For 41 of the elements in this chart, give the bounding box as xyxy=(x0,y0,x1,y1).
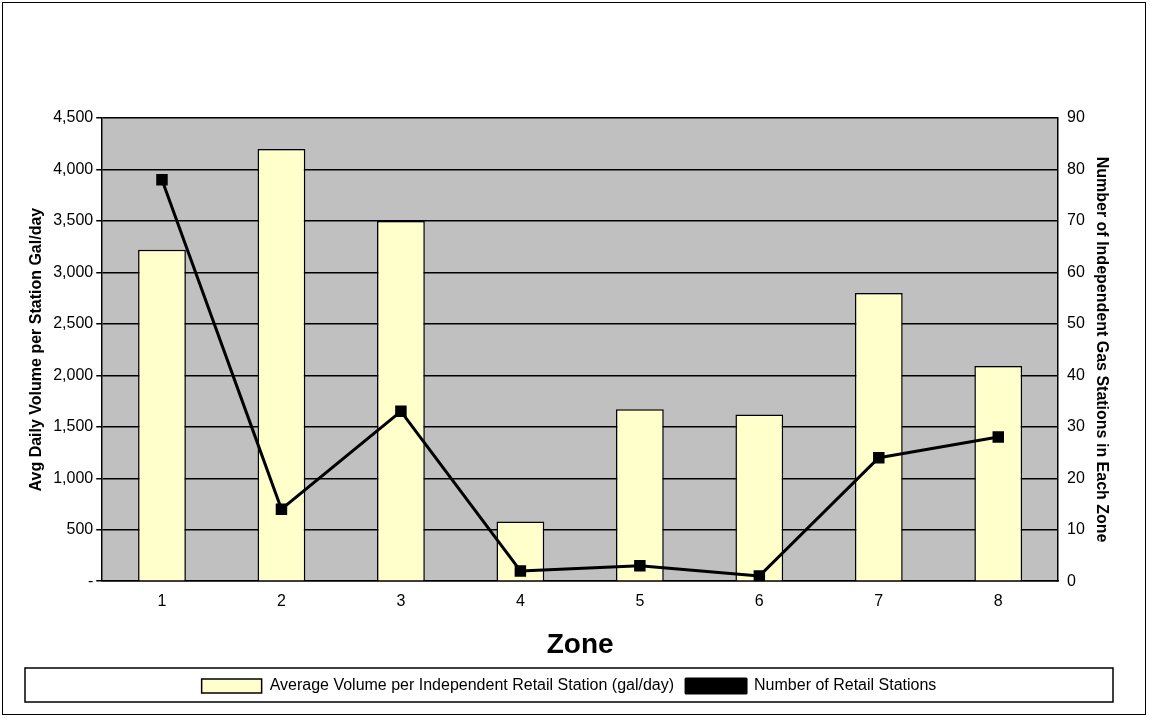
x-tick-label: 2 xyxy=(276,592,286,610)
y2-axis-title: Number of Independent Gas Stations in Each Zone xyxy=(1093,156,1111,543)
y2-tick-label: 50 xyxy=(1067,314,1085,332)
y-tick-label: 4,000 xyxy=(53,159,94,177)
x-axis-title: Zone xyxy=(546,627,614,659)
y2-tick-label: 90 xyxy=(1067,108,1085,126)
y-tick-label: 3,000 xyxy=(53,262,94,280)
y2-tick-label: 30 xyxy=(1067,417,1085,435)
point xyxy=(275,503,288,515)
x-tick-label: 5 xyxy=(635,592,645,610)
y-tick-label: 4,500 xyxy=(53,108,94,126)
x-tick-label: 8 xyxy=(993,592,1003,610)
y2-tick-label: 40 xyxy=(1067,365,1085,383)
y2-tick-label: 80 xyxy=(1067,159,1085,177)
y2-tick-label: 20 xyxy=(1067,468,1085,486)
y-tick-label: 500 xyxy=(66,520,94,538)
y2-tick-label: 60 xyxy=(1067,262,1085,280)
x-tick-label: 6 xyxy=(754,592,764,610)
y-tick-label: - xyxy=(87,571,94,589)
y2-tick-label: 10 xyxy=(1067,520,1085,538)
y2-tick-label: 0 xyxy=(1067,571,1076,589)
point xyxy=(873,451,885,464)
point xyxy=(753,570,766,582)
y-tick-label: 2,000 xyxy=(53,365,94,383)
x-tick-label: 7 xyxy=(874,592,884,610)
y-tick-label: 1,500 xyxy=(53,417,94,435)
point xyxy=(992,431,1005,443)
x-tick-label: 4 xyxy=(515,592,525,610)
x-tick-label: 1 xyxy=(157,592,167,610)
y-tick-label: 2,500 xyxy=(53,314,94,332)
point xyxy=(395,405,407,418)
point xyxy=(514,565,527,577)
point xyxy=(156,174,168,186)
y-tick-label: 1,000 xyxy=(53,468,94,486)
y-tick-label: 3,500 xyxy=(53,211,94,229)
legend-label: Average Volume per Independent Retail Station (gal/day) xyxy=(269,676,675,694)
point xyxy=(634,560,646,572)
y-axis-title: Avg Daily Volume per Station Gal/day xyxy=(27,207,45,492)
legend-label: Number of Retail Stations xyxy=(754,676,937,694)
x-tick-label: 3 xyxy=(396,592,406,610)
y2-tick-label: 70 xyxy=(1067,211,1085,229)
